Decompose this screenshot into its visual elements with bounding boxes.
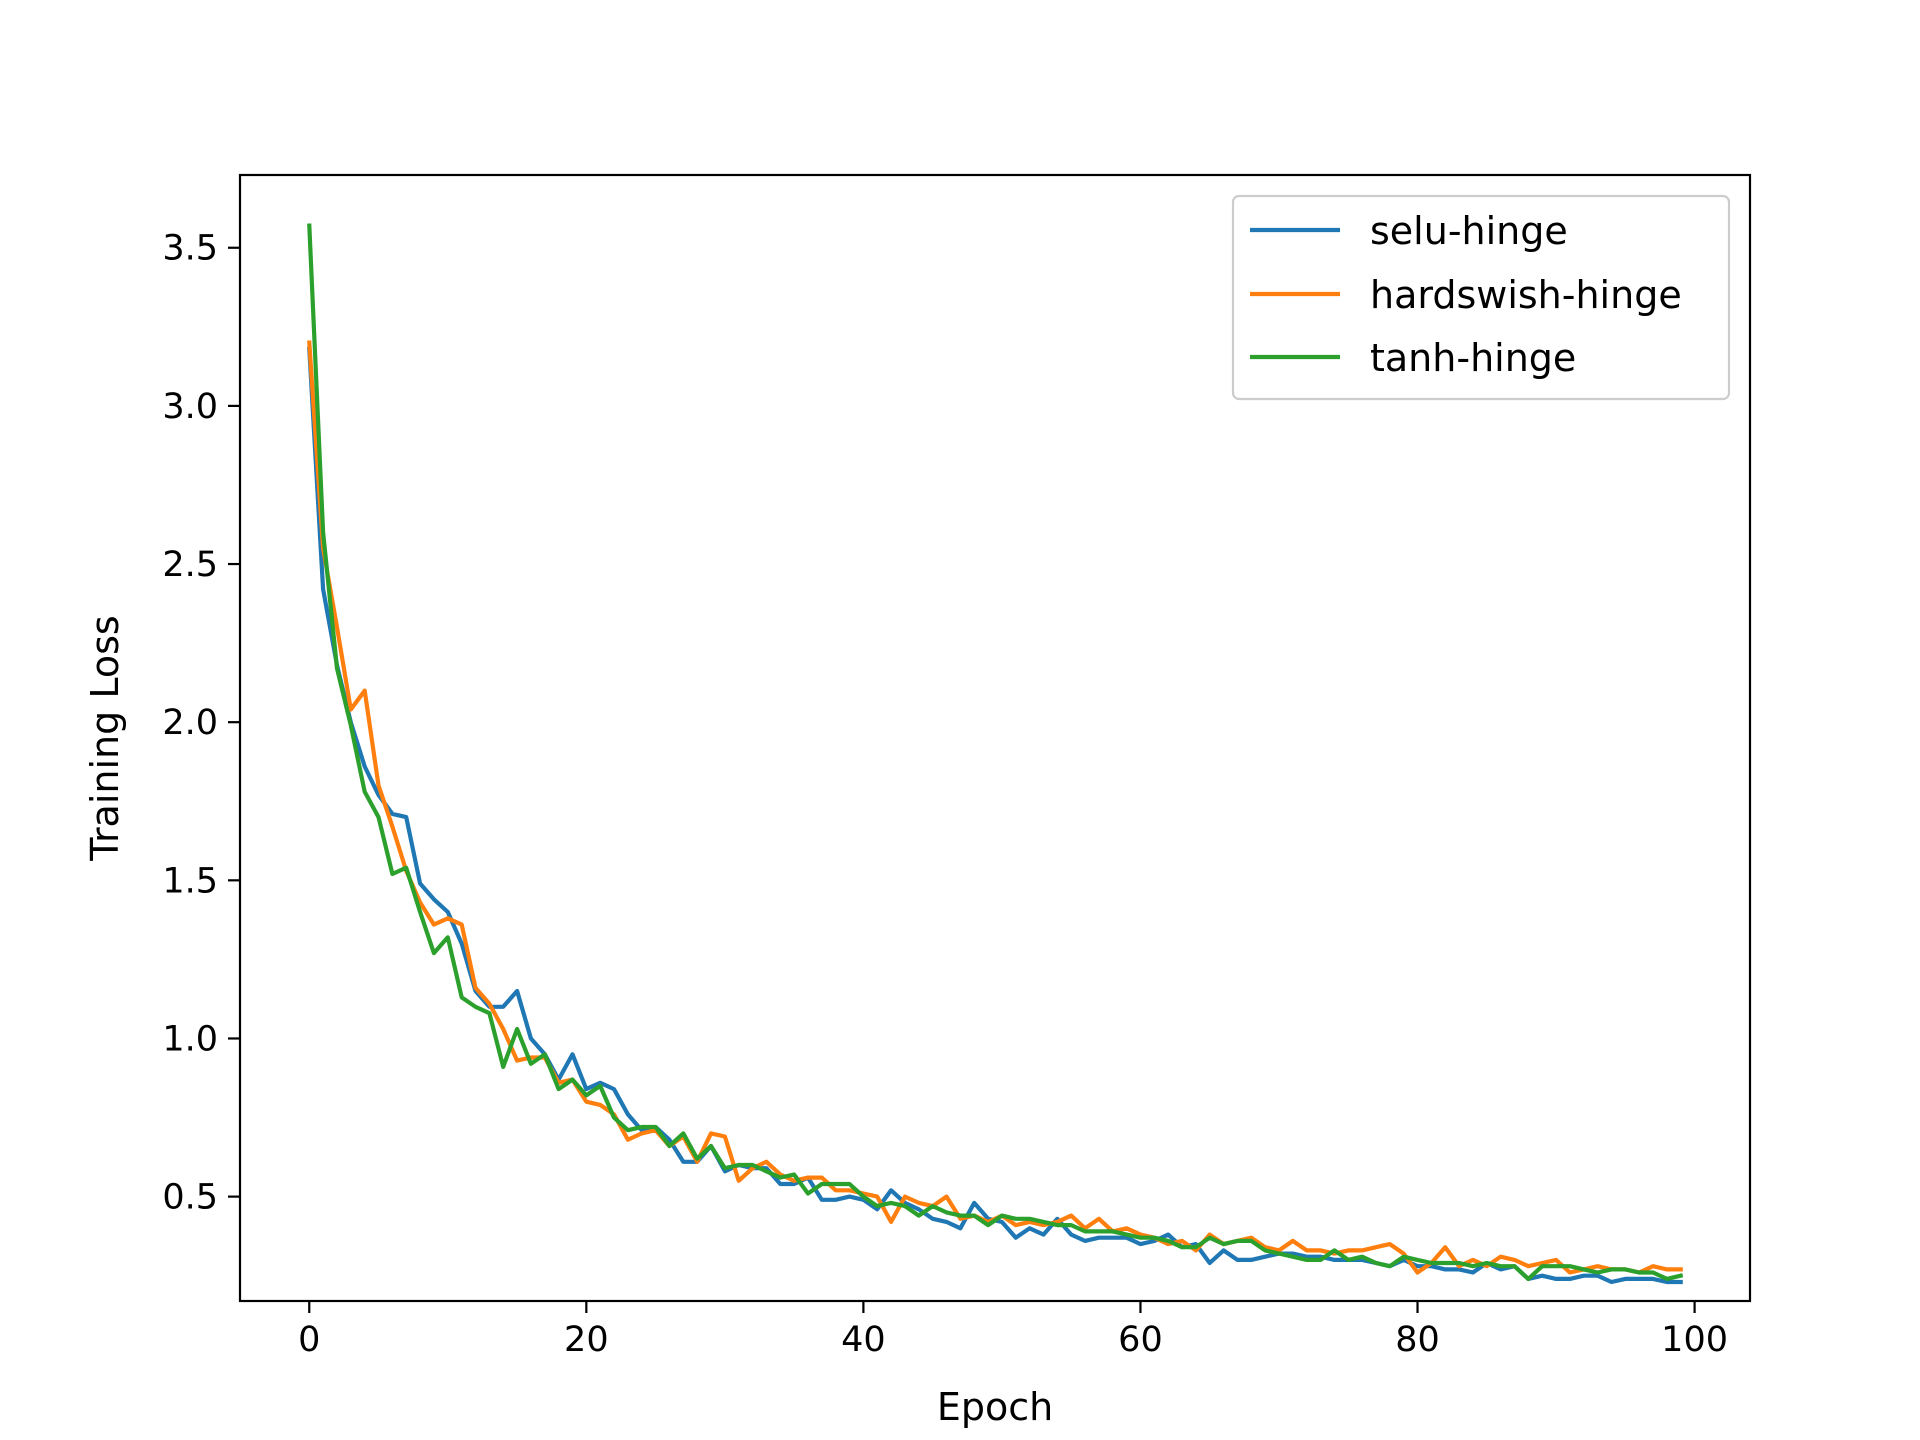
- x-tick-label: 100: [1661, 1320, 1728, 1360]
- x-tick-label: 80: [1395, 1320, 1440, 1360]
- x-axis-title: Epoch: [937, 1385, 1053, 1429]
- y-tick-label: 2.5: [162, 545, 218, 585]
- x-tick-label: 40: [841, 1320, 886, 1360]
- y-axis-ticks: 0.5 1.0 1.5 2.0 2.5 3.0 3.5: [162, 229, 240, 1218]
- legend: selu-hinge hardswish-hinge tanh-hinge: [1231, 194, 1731, 401]
- x-tick-label: 60: [1118, 1320, 1163, 1360]
- legend-label-hardswish-hinge: hardswish-hinge: [1370, 273, 1682, 317]
- x-tick-label: 20: [564, 1320, 609, 1360]
- y-tick-label: 3.5: [162, 229, 218, 269]
- legend-box: [1231, 194, 1731, 401]
- y-tick-label: 2.0: [162, 703, 218, 743]
- legend-label-tanh-hinge: tanh-hinge: [1370, 336, 1576, 380]
- plot-frame: [238, 173, 1752, 1303]
- y-tick-label: 3.0: [162, 387, 218, 427]
- series-lines: [307, 223, 1684, 1285]
- y-axis-title: Training Loss: [83, 615, 127, 861]
- y-tick-label: 1.5: [162, 861, 218, 901]
- x-axis-ticks: 0 20 40 60 80 100: [298, 1301, 1728, 1360]
- x-tick-label: 0: [298, 1320, 320, 1360]
- legend-label-selu-hinge: selu-hinge: [1370, 209, 1568, 253]
- y-tick-label: 1.0: [162, 1019, 218, 1059]
- y-tick-label: 0.5: [162, 1178, 218, 1218]
- series-line-tanh-hinge: [307, 223, 1684, 1282]
